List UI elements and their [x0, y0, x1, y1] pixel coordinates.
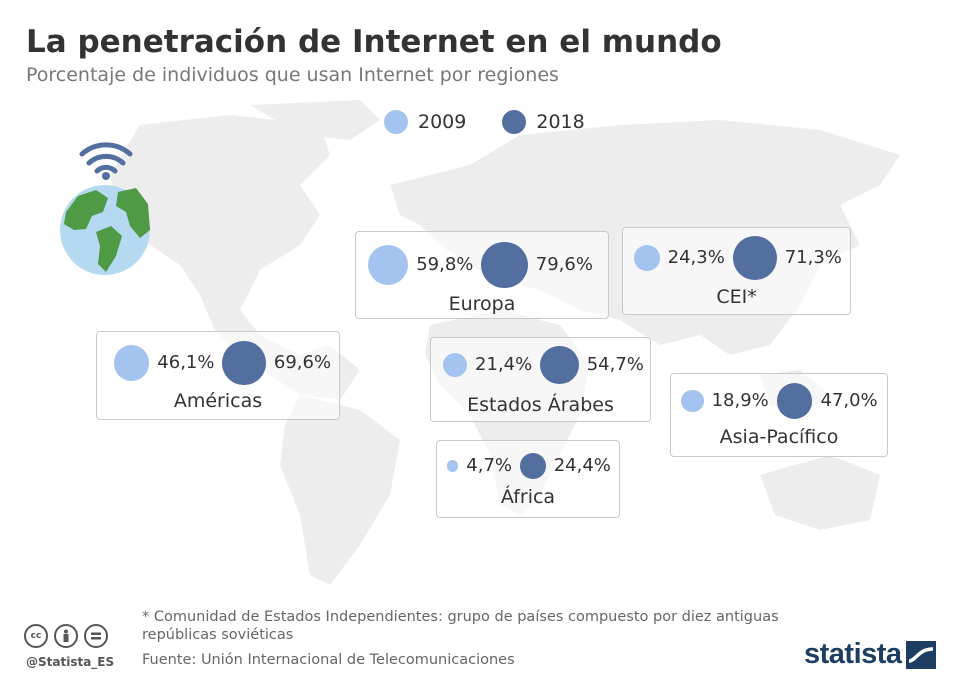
value-2018-europa: 79,6% [535, 254, 593, 275]
region-box-asia-pacifico: 18,9% 47,0% Asia-Pacífico [670, 373, 888, 457]
region-box-estados-arabes: 21,4% 54,7% Estados Árabes [430, 337, 651, 422]
bubble-2009-americas [114, 345, 150, 381]
region-box-americas: 46,1% 69,6% Américas [96, 331, 340, 420]
value-2009-americas: 46,1% [157, 352, 215, 373]
region-box-europa: 59,8% 79,6% Europa [355, 231, 609, 319]
bubble-2009-africa [447, 460, 459, 472]
legend-swatch-2009 [384, 110, 408, 134]
value-2018-africa: 24,4% [553, 455, 611, 476]
by-icon [54, 624, 78, 648]
value-2009-europa: 59,8% [416, 254, 474, 275]
region-name-estados-arabes: Estados Árabes [467, 394, 614, 416]
value-2009-asia-pacifico: 18,9% [711, 390, 769, 411]
bubble-2018-americas [222, 341, 266, 385]
statista-logo: statista [804, 638, 936, 671]
chart-subtitle: Porcentaje de individuos que usan Intern… [26, 64, 559, 86]
bubble-2009-europa [368, 244, 409, 286]
bubble-2009-cei [634, 245, 660, 271]
social-handle: @Statista_ES [26, 655, 115, 669]
bubble-2018-cei [732, 236, 777, 280]
legend-swatch-2018 [502, 110, 527, 134]
value-2018-americas: 69,6% [273, 352, 332, 373]
chart-title: La penetración de Internet en el mundo [26, 24, 722, 60]
legend-label-2018: 2018 [536, 111, 585, 133]
value-2009-africa: 4,7% [466, 455, 512, 476]
nd-icon [84, 624, 108, 648]
region-name-europa: Europa [448, 293, 516, 315]
region-box-cei: 24,3% 71,3% CEI* [622, 227, 851, 315]
bubble-2018-asia-pacifico [776, 383, 813, 419]
bubble-2009-estados-arabes [443, 352, 468, 378]
logo-mark-icon [905, 640, 936, 669]
logo-text: statista [804, 638, 902, 670]
legend-label-2009: 2009 [418, 111, 467, 133]
region-name-asia-pacifico: Asia-Pacífico [719, 426, 839, 448]
legend: 2009 2018 [384, 110, 621, 134]
value-2009-cei: 24,3% [667, 247, 725, 268]
cc-icon: cc [24, 624, 48, 648]
bubble-2009-asia-pacifico [681, 389, 704, 413]
source-note: Fuente: Unión Internacional de Telecomun… [142, 652, 515, 668]
value-2009-estados-arabes: 21,4% [475, 354, 533, 375]
value-2018-estados-arabes: 54,7% [586, 354, 644, 375]
region-name-cei: CEI* [716, 286, 757, 308]
value-2018-cei: 71,3% [784, 247, 842, 268]
bubble-2018-europa [481, 241, 528, 289]
legend-item-2009: 2009 [384, 110, 466, 134]
region-name-africa: África [500, 486, 556, 508]
footnote: * Comunidad de Estados Independientes: g… [142, 609, 779, 643]
region-name-americas: Américas [173, 390, 263, 412]
bubble-2018-estados-arabes [540, 345, 579, 385]
bubble-2018-africa [520, 453, 546, 479]
globe-wifi-icon [60, 142, 150, 275]
value-2018-asia-pacifico: 47,0% [820, 390, 878, 411]
legend-item-2018: 2018 [502, 110, 585, 134]
region-box-africa: 4,7% 24,4% África [436, 440, 620, 518]
license-icons: cc [24, 624, 114, 648]
